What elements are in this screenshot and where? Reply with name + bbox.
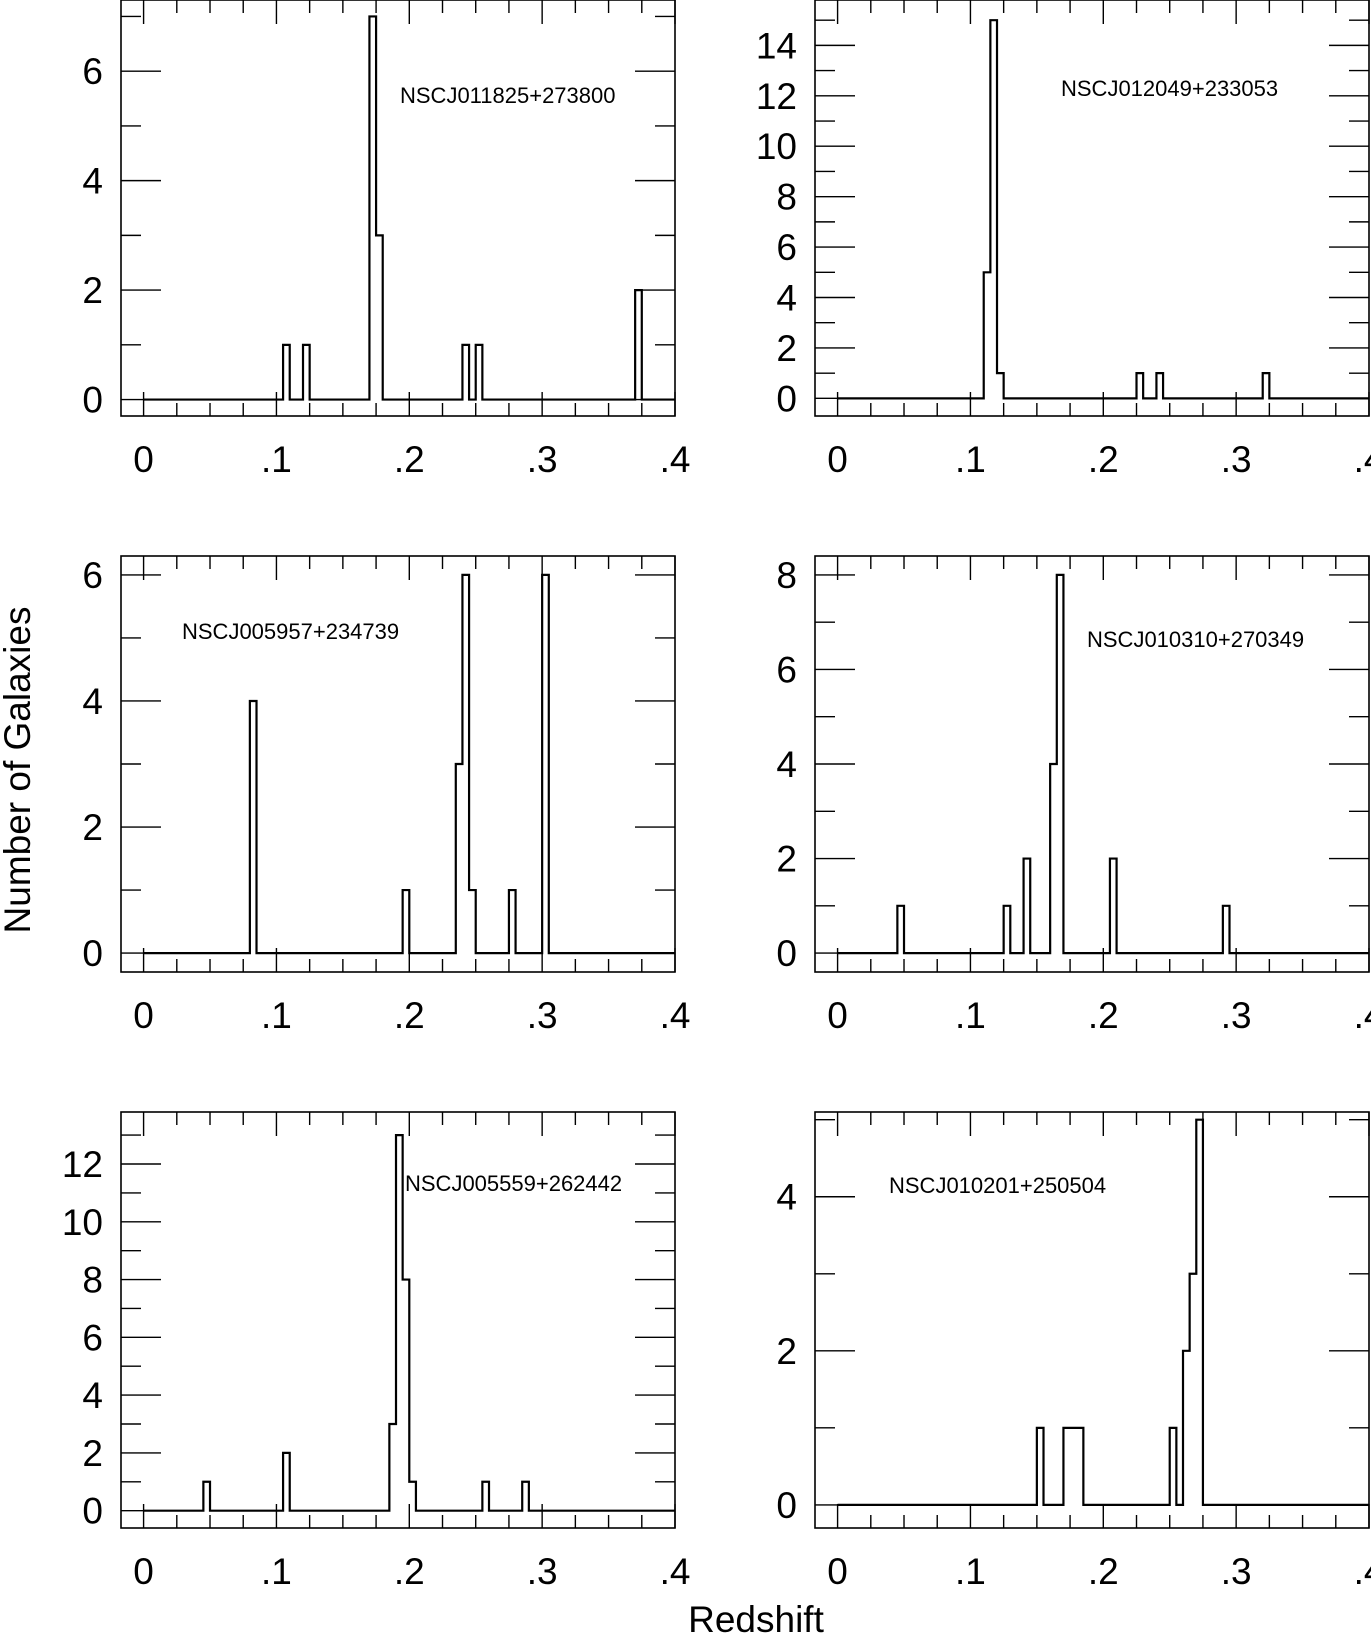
x-tick-label: .2 <box>394 439 425 480</box>
y-tick-label: 6 <box>82 555 103 596</box>
x-tick-label: .3 <box>527 995 558 1036</box>
x-tick-label: .3 <box>1221 995 1252 1036</box>
histogram-series <box>837 573 1369 955</box>
histogram-bar <box>1070 1428 1077 1505</box>
y-tick-label: 4 <box>776 1177 797 1218</box>
x-tick-label: 0 <box>827 1551 848 1592</box>
y-tick-label: 4 <box>82 681 103 722</box>
x-tick-label: .4 <box>660 439 691 480</box>
histogram-series <box>143 15 675 401</box>
x-tick-label: .4 <box>1354 1551 1371 1592</box>
histogram-panel: 0 .1 .2 .3 .4 0 2 4 NSCJ010201+250504 <box>776 1111 1371 1592</box>
y-tick-label: 10 <box>62 1202 103 1243</box>
plot-frame <box>814 1111 1370 1529</box>
y-tick-label: 0 <box>776 933 797 974</box>
x-tick-label: .2 <box>394 995 425 1036</box>
x-tick-label: 0 <box>827 995 848 1036</box>
x-tick-label: .3 <box>527 439 558 480</box>
y-tick-label: 12 <box>756 76 797 117</box>
histogram-series <box>837 19 1369 400</box>
y-tick-label: 8 <box>776 177 797 218</box>
y-tick-label: 8 <box>776 555 797 596</box>
x-tick-label: .1 <box>955 439 986 480</box>
y-tick-label: 0 <box>82 1491 103 1532</box>
panel-label: NSCJ010201+250504 <box>889 1173 1106 1198</box>
histogram-panel: 0 .1 .2 .3 .4 0 2 4 6 8 NSCJ010310+270349 <box>776 555 1371 1036</box>
y-tick-label: 10 <box>756 126 797 167</box>
histogram-series <box>143 1134 675 1512</box>
y-tick-label: 2 <box>776 328 797 369</box>
histogram-panel: 0 .1 .2 .3 .4 0 2 4 6 NSCJ011825+273800 <box>82 0 690 480</box>
y-tick-label: 0 <box>82 380 103 421</box>
plot-frame <box>120 1111 676 1529</box>
y-tick-label: 6 <box>82 1317 103 1358</box>
x-tick-label: 0 <box>133 1551 154 1592</box>
x-tick-label: .3 <box>1221 1551 1252 1592</box>
y-tick-label: 0 <box>776 1485 797 1526</box>
panel-label: NSCJ005957+234739 <box>182 619 399 644</box>
x-tick-label: .2 <box>394 1551 425 1592</box>
plot-frame <box>814 0 1370 417</box>
y-tick-label: 2 <box>776 1331 797 1372</box>
x-tick-label: 0 <box>827 439 848 480</box>
x-tick-label: .2 <box>1088 1551 1119 1592</box>
histogram-panel: 0 .1 .2 .3 .4 0 2 4 6 8 10 12 14 NSCJ012049+233053 <box>756 0 1371 480</box>
histogram-panel: 0 .1 .2 .3 .4 0 2 4 6 NSCJ005957+234739 <box>82 555 690 1036</box>
y-tick-label: 2 <box>82 270 103 311</box>
panel-label: NSCJ005559+262442 <box>405 1171 622 1196</box>
x-tick-label: .1 <box>955 995 986 1036</box>
y-tick-label: 6 <box>776 649 797 690</box>
y-tick-label: 6 <box>776 227 797 268</box>
x-tick-label: .1 <box>261 439 292 480</box>
y-tick-label: 14 <box>756 25 797 66</box>
x-tick-label: .2 <box>1088 439 1119 480</box>
y-tick-label: 2 <box>776 839 797 880</box>
histogram-series <box>837 1118 1369 1506</box>
x-tick-label: .4 <box>660 1551 691 1592</box>
y-tick-label: 12 <box>62 1144 103 1185</box>
y-tick-label: 6 <box>82 51 103 92</box>
y-tick-label: 4 <box>776 278 797 319</box>
y-tick-label: 0 <box>82 933 103 974</box>
x-tick-label: 0 <box>133 439 154 480</box>
x-tick-label: .3 <box>1221 439 1252 480</box>
panel-label: NSCJ010310+270349 <box>1087 627 1304 652</box>
x-tick-label: .4 <box>660 995 691 1036</box>
x-tick-label: 0 <box>133 995 154 1036</box>
panel-label: NSCJ011825+273800 <box>400 83 616 108</box>
x-tick-label: .1 <box>261 1551 292 1592</box>
y-tick-label: 2 <box>82 807 103 848</box>
x-tick-label: .1 <box>955 1551 986 1592</box>
y-tick-label: 8 <box>82 1260 103 1301</box>
x-axis-title: Redshift <box>688 1599 824 1640</box>
x-tick-label: .4 <box>1354 995 1371 1036</box>
x-tick-label: .3 <box>527 1551 558 1592</box>
y-tick-label: 4 <box>776 744 797 785</box>
y-tick-label: 4 <box>82 1375 103 1416</box>
histogram-series <box>143 573 675 955</box>
y-tick-label: 4 <box>82 161 103 202</box>
x-tick-label: .2 <box>1088 995 1119 1036</box>
y-tick-label: 0 <box>776 378 797 419</box>
histogram-panel: 0 .1 .2 .3 .4 0 2 4 6 8 10 12 NSCJ005559+262442 <box>62 1111 691 1592</box>
panel-label: NSCJ012049+233053 <box>1061 76 1278 101</box>
x-tick-label: .1 <box>261 995 292 1036</box>
plot-frame <box>120 0 676 417</box>
y-axis-title: Number of Galaxies <box>0 607 38 934</box>
x-tick-label: .4 <box>1354 439 1371 480</box>
y-tick-label: 2 <box>82 1433 103 1474</box>
